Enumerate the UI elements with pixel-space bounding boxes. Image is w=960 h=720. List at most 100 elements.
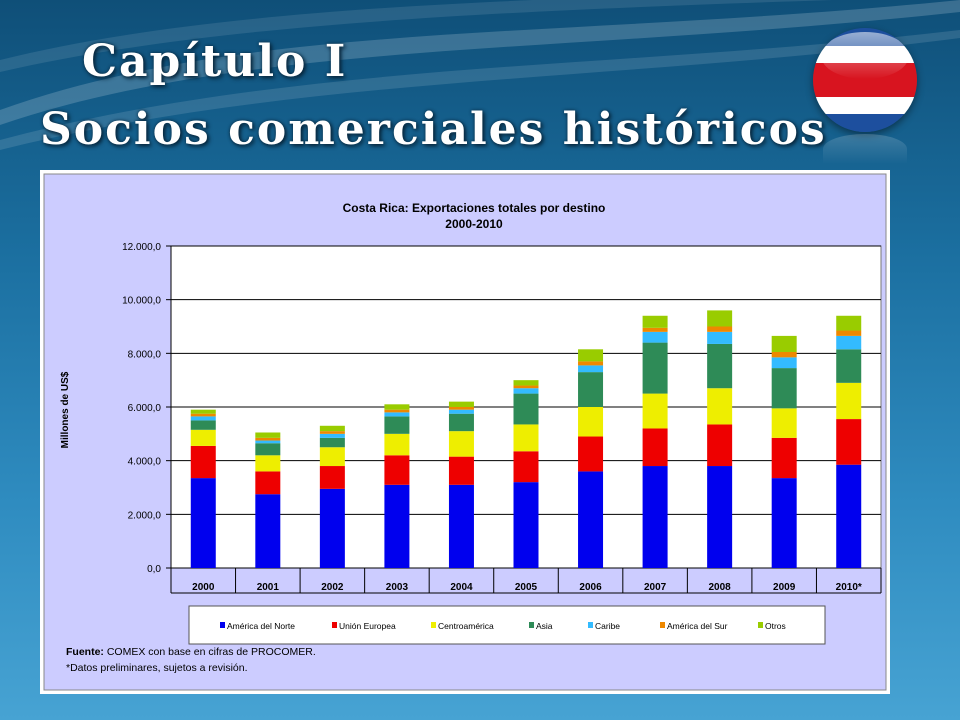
bar-segment: [319, 425, 345, 432]
bar-segment: [319, 433, 345, 438]
bar-segment: [190, 445, 216, 479]
legend-swatch: [588, 622, 593, 628]
bar-segment: [190, 420, 216, 430]
slide-subtitle: Socios comerciales históricos: [40, 104, 827, 155]
x-tick-label: 2009: [773, 582, 796, 593]
bar-segment: [771, 408, 797, 438]
x-tick-label: 2006: [579, 582, 602, 593]
chart-title: Costa Rica: Exportaciones totales por de…: [343, 201, 606, 215]
bar-segment: [384, 455, 410, 485]
bar-segment: [190, 429, 216, 446]
bar-segment: [513, 393, 539, 425]
y-tick-label: 2.000,0: [128, 510, 162, 521]
bar-segment: [771, 357, 797, 369]
bar-segment: [771, 351, 797, 358]
bar-segment: [771, 335, 797, 352]
x-tick-label: 2010*: [836, 582, 862, 593]
bar-segment: [642, 342, 668, 394]
legend-swatch: [758, 622, 763, 628]
bar-segment: [319, 466, 345, 489]
bar-segment: [319, 431, 345, 434]
axes: 0,0 2.000,0 4.000,0 6.000,0 8.000,0 10.000,0 1…: [122, 242, 882, 594]
bar-segment: [448, 413, 474, 432]
bar-segment: [836, 330, 862, 336]
bar-segment: [448, 401, 474, 407]
bar-segment: [513, 482, 539, 568]
costa-rica-flag-icon: [813, 28, 917, 132]
bar-segment: [836, 419, 862, 465]
legend-label: Centroamérica: [438, 621, 494, 631]
bar-segment: [513, 451, 539, 483]
bar-segment: [255, 455, 281, 472]
bar-segment: [707, 310, 733, 327]
bar-segment: [255, 471, 281, 495]
x-tick-label: 2004: [450, 582, 473, 593]
bar-segment: [836, 349, 862, 383]
bar-segment: [448, 407, 474, 410]
legend-swatch: [660, 622, 665, 628]
bar-segment: [255, 443, 281, 456]
bar-segment: [707, 343, 733, 389]
legend-box: [188, 605, 826, 645]
bar-segment: [384, 404, 410, 410]
bar-segment: [448, 484, 474, 568]
bar-segment: [707, 424, 733, 467]
preliminary-note: *Datos preliminares, sujetos a revisión.: [66, 662, 248, 674]
x-tick-label: 2007: [644, 582, 667, 593]
y-tick-label: 6.000,0: [128, 403, 162, 414]
bar-segment: [319, 437, 345, 448]
y-tick-label: 0,0: [147, 564, 161, 575]
bar-segment: [319, 488, 345, 568]
bar-segment: [448, 431, 474, 457]
bar-segment: [836, 335, 862, 350]
slide-title: Capítulo I: [82, 36, 348, 87]
bar-segment: [255, 437, 281, 441]
legend-label: Unión Europea: [339, 621, 396, 631]
y-tick-label: 12.000,0: [122, 242, 161, 253]
bar-segment: [190, 413, 216, 417]
bar-segment: [255, 432, 281, 438]
bar-segment: [513, 424, 539, 452]
bar-segment: [513, 385, 539, 389]
x-tick-label: 2008: [709, 582, 732, 593]
bar-segment: [513, 388, 539, 394]
bar-segment: [513, 380, 539, 386]
bar-segment: [448, 409, 474, 414]
bar-segment: [578, 349, 604, 362]
bars: [190, 310, 862, 568]
bar-segment: [384, 484, 410, 568]
legend-label: América del Sur: [667, 621, 728, 631]
legend: América del Norte Unión Europea Centroamér…: [220, 621, 786, 631]
bar-segment: [707, 466, 733, 568]
bar-segment: [836, 464, 862, 568]
x-tick-label: 2005: [515, 582, 538, 593]
y-tick-label: 4.000,0: [128, 457, 162, 468]
bar-segment: [707, 326, 733, 332]
bar-segment: [642, 327, 668, 332]
source-label: Fuente:: [66, 646, 104, 658]
legend-label: Caribe: [595, 621, 620, 631]
bar-segment: [771, 437, 797, 479]
bar-segment: [578, 471, 604, 568]
bar-segment: [319, 447, 345, 467]
bar-segment: [836, 315, 862, 331]
legend-label: Otros: [765, 621, 786, 631]
bar-segment: [255, 494, 281, 568]
bar-segment: [578, 372, 604, 407]
y-axis-label: Millones de US$: [60, 371, 71, 448]
legend-label: Asia: [536, 621, 553, 631]
source-note: Fuente: COMEX con base en cifras de PROC…: [66, 646, 316, 658]
chart-panel: Costa Rica: Exportaciones totales por de…: [40, 170, 890, 694]
bar-segment: [642, 331, 668, 343]
legend-swatch: [431, 622, 436, 628]
source-text: COMEX con base en cifras de PROCOMER.: [103, 646, 316, 658]
bar-segment: [642, 393, 668, 429]
bar-segment: [578, 361, 604, 366]
bar-segment: [642, 315, 668, 328]
bar-segment: [448, 456, 474, 485]
bar-segment: [771, 368, 797, 409]
y-tick-label: 10.000,0: [122, 296, 161, 307]
bar-segment: [384, 416, 410, 434]
bar-segment: [384, 412, 410, 417]
legend-swatch: [332, 622, 337, 628]
